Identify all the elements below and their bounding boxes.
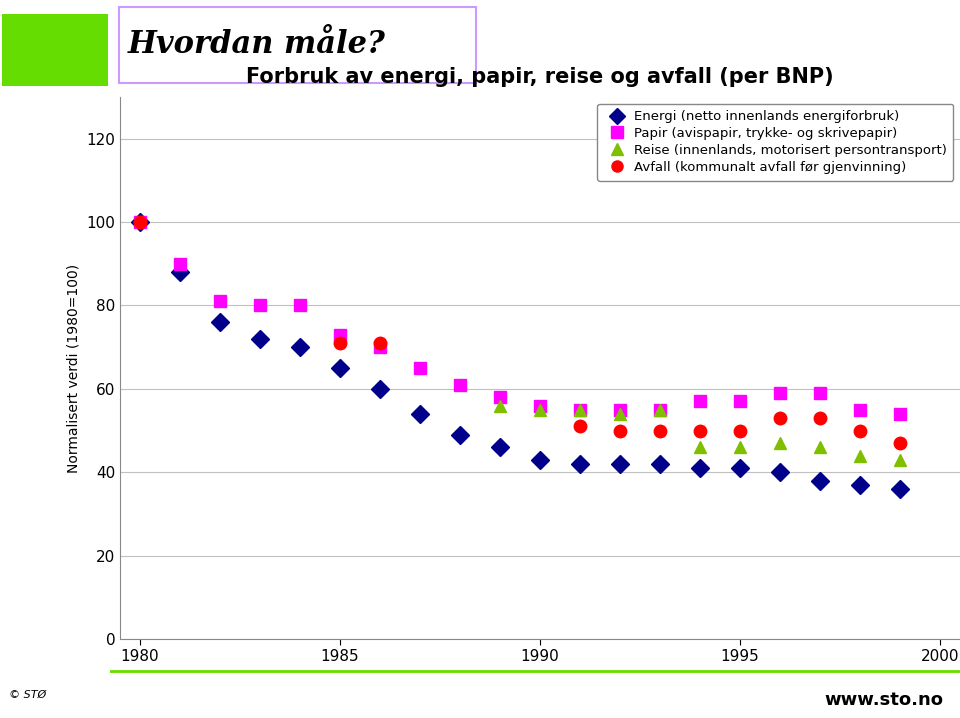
Text: © STØ: © STØ [9, 690, 46, 700]
Text: Stiftelsen Østfoldforskning: Stiftelsen Østfoldforskning [19, 57, 91, 62]
Y-axis label: Normalisert verdi (1980=100): Normalisert verdi (1980=100) [66, 264, 81, 472]
Title: Forbruk av energi, papir, reise og avfall (per BNP): Forbruk av energi, papir, reise og avfal… [246, 67, 834, 87]
FancyBboxPatch shape [119, 7, 476, 83]
Legend: Energi (netto innenlands energiforbruk), Papir (avispapir, trykke- og skrivepapi: Energi (netto innenlands energiforbruk),… [597, 103, 953, 181]
Bar [2, 14, 108, 86]
Text: Hvordan måle?: Hvordan måle? [128, 29, 385, 60]
Text: www.sto.no: www.sto.no [824, 691, 943, 709]
